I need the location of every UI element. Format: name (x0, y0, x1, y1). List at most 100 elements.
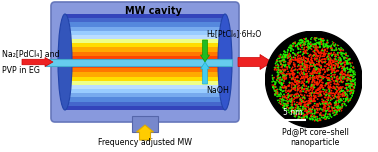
Point (295, 80, 301, 83)
Point (281, 61, 287, 64)
Point (339, 90, 345, 92)
Point (349, 85, 355, 87)
Point (327, 88, 333, 90)
Point (339, 67, 345, 70)
Point (315, 83, 321, 86)
Point (282, 64, 288, 66)
Point (299, 64, 305, 66)
Point (314, 72, 320, 74)
Point (309, 77, 315, 79)
Point (344, 61, 350, 64)
Point (305, 78, 311, 80)
Point (305, 103, 311, 106)
Point (338, 71, 344, 73)
Point (312, 43, 318, 45)
Point (294, 86, 301, 89)
Point (320, 58, 326, 60)
Point (299, 77, 305, 79)
Point (314, 57, 320, 59)
Point (305, 87, 311, 90)
Point (294, 101, 300, 104)
Point (310, 85, 316, 87)
Point (281, 96, 287, 99)
Point (330, 80, 336, 82)
Point (294, 45, 301, 48)
Point (304, 111, 310, 113)
Point (309, 61, 315, 64)
Point (285, 54, 291, 56)
Point (336, 100, 342, 102)
Point (324, 91, 330, 93)
Point (307, 117, 313, 120)
Point (325, 97, 332, 99)
Point (310, 86, 316, 89)
Point (294, 107, 300, 110)
Point (294, 59, 300, 61)
Point (350, 92, 356, 94)
FancyArrow shape (136, 125, 153, 140)
Point (298, 61, 304, 63)
Point (327, 101, 333, 104)
Point (299, 119, 305, 121)
Point (322, 60, 328, 63)
Point (317, 59, 323, 62)
Point (289, 105, 295, 107)
Point (338, 48, 344, 50)
Point (275, 76, 281, 79)
Point (305, 46, 311, 48)
Point (318, 60, 324, 62)
Point (344, 93, 350, 95)
Point (301, 115, 307, 118)
Point (313, 72, 319, 74)
Point (315, 75, 321, 78)
Point (320, 76, 326, 79)
Bar (65, 18, 225, 23)
Point (311, 76, 317, 79)
Point (275, 57, 281, 60)
Point (348, 65, 354, 67)
Point (312, 81, 318, 84)
Point (331, 51, 337, 54)
Point (335, 77, 341, 80)
Point (314, 82, 320, 84)
Point (330, 73, 336, 76)
Point (325, 52, 332, 55)
Point (302, 69, 308, 71)
Point (292, 54, 298, 56)
Point (289, 88, 295, 90)
Point (346, 86, 352, 88)
Point (330, 40, 336, 43)
Point (294, 58, 301, 60)
Point (339, 93, 345, 95)
Point (324, 39, 330, 41)
Ellipse shape (58, 14, 72, 110)
Point (300, 62, 306, 65)
Point (275, 74, 281, 77)
Bar (65, 73, 225, 77)
Point (310, 112, 316, 115)
Point (328, 52, 334, 54)
Point (301, 75, 307, 78)
Point (312, 48, 318, 50)
Point (281, 80, 287, 82)
Point (309, 108, 315, 111)
Point (294, 110, 301, 112)
Point (316, 63, 322, 66)
Point (339, 90, 345, 92)
Point (285, 92, 291, 95)
Point (326, 54, 332, 57)
Point (341, 93, 347, 96)
Point (299, 117, 305, 119)
Point (302, 105, 308, 108)
Point (270, 86, 276, 88)
Point (339, 104, 345, 106)
Point (330, 69, 336, 72)
Point (276, 93, 282, 96)
Point (335, 69, 341, 72)
Point (299, 80, 305, 83)
Point (313, 68, 319, 70)
Point (294, 83, 300, 85)
Point (335, 57, 341, 59)
Point (299, 100, 305, 103)
Point (325, 68, 331, 70)
